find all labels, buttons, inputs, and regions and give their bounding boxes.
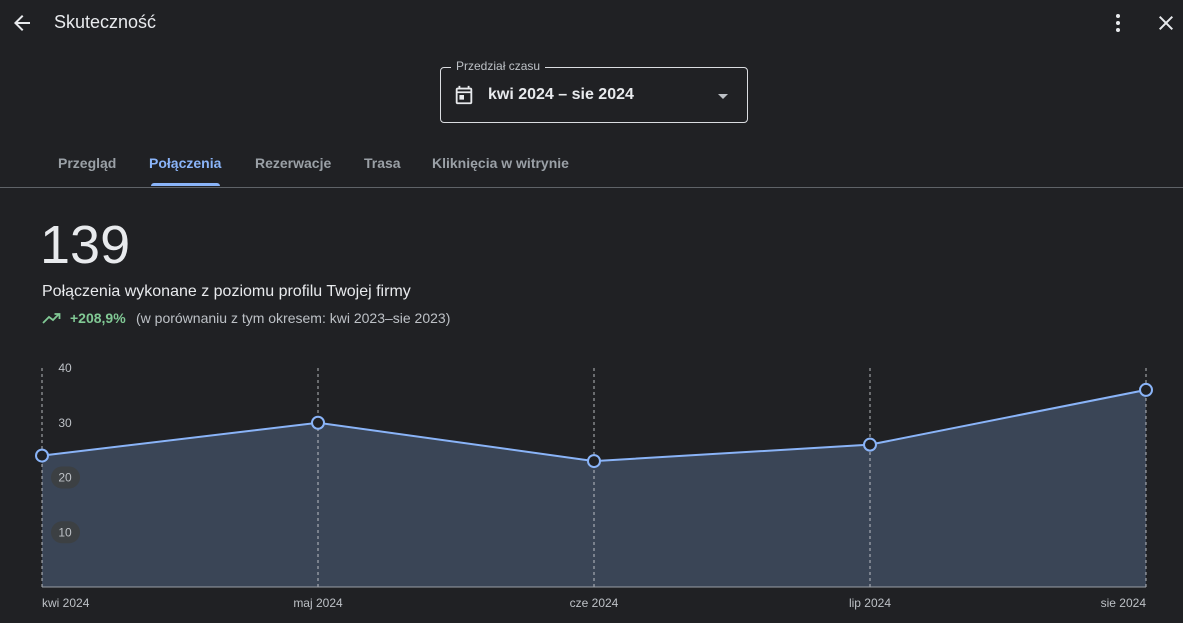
y-tick-pill <box>51 466 80 489</box>
chart-point <box>587 454 601 469</box>
header: Skuteczność <box>0 0 1183 46</box>
tab-overview[interactable]: Przegląd <box>58 155 117 171</box>
page-title: Skuteczność <box>54 12 157 32</box>
tabs-divider <box>0 187 1183 188</box>
calendar-icon <box>455 85 473 105</box>
trend-comparison: (w porównaniu z tym okresem: kwi 2023–si… <box>136 310 451 326</box>
close-icon <box>1159 16 1173 30</box>
tab-bookings[interactable]: Rezerwacje <box>255 155 332 171</box>
date-range-label: Przedział czasu <box>451 59 546 73</box>
close-button[interactable] <box>1154 11 1178 35</box>
y-tick-label: 20 <box>58 471 72 485</box>
tab-directions[interactable]: Trasa <box>364 155 401 171</box>
date-range-value: kwi 2024 – sie 2024 <box>488 86 634 103</box>
y-tick-pill <box>51 521 80 544</box>
chart-point <box>35 448 49 463</box>
tab-website-clicks[interactable]: Kliknięcia w witrynie <box>432 155 569 171</box>
trending-up-icon <box>42 313 61 324</box>
x-tick-label: cze 2024 <box>570 596 619 610</box>
active-tab-indicator <box>151 183 220 186</box>
trend-percentage: +208,9% <box>70 310 126 326</box>
calls-chart: 10 20 30 40 kwi 2024 maj 2024 cze 2024 lip 2024… <box>35 361 1153 610</box>
x-tick-label: lip 2024 <box>849 596 891 610</box>
arrow-back-icon <box>14 15 30 31</box>
y-tick-label: 30 <box>58 416 72 430</box>
chart-point <box>311 415 325 430</box>
back-button[interactable] <box>10 11 34 35</box>
metric-total: 139 <box>40 215 131 275</box>
y-tick-label: 10 <box>58 525 72 539</box>
x-tick-label: sie 2024 <box>1101 596 1147 610</box>
more-options-button[interactable] <box>1106 11 1130 35</box>
tab-calls[interactable]: Połączenia <box>149 155 222 171</box>
y-tick-label: 40 <box>58 361 72 375</box>
arrow-drop-down-icon <box>718 94 728 99</box>
date-range-select[interactable]: Przedział czasu kwi 2024 – sie 2024 <box>440 59 748 123</box>
chart-point <box>1139 382 1153 397</box>
x-tick-label: kwi 2024 <box>42 596 90 610</box>
x-tick-label: maj 2024 <box>293 596 343 610</box>
metric-caption: Połączenia wykonane z poziomu profilu Tw… <box>42 283 411 300</box>
chart-point <box>863 437 877 452</box>
tab-bar: Przegląd Połączenia Rezerwacje Trasa Kli… <box>0 140 1183 188</box>
more-vert-icon <box>1116 14 1120 32</box>
